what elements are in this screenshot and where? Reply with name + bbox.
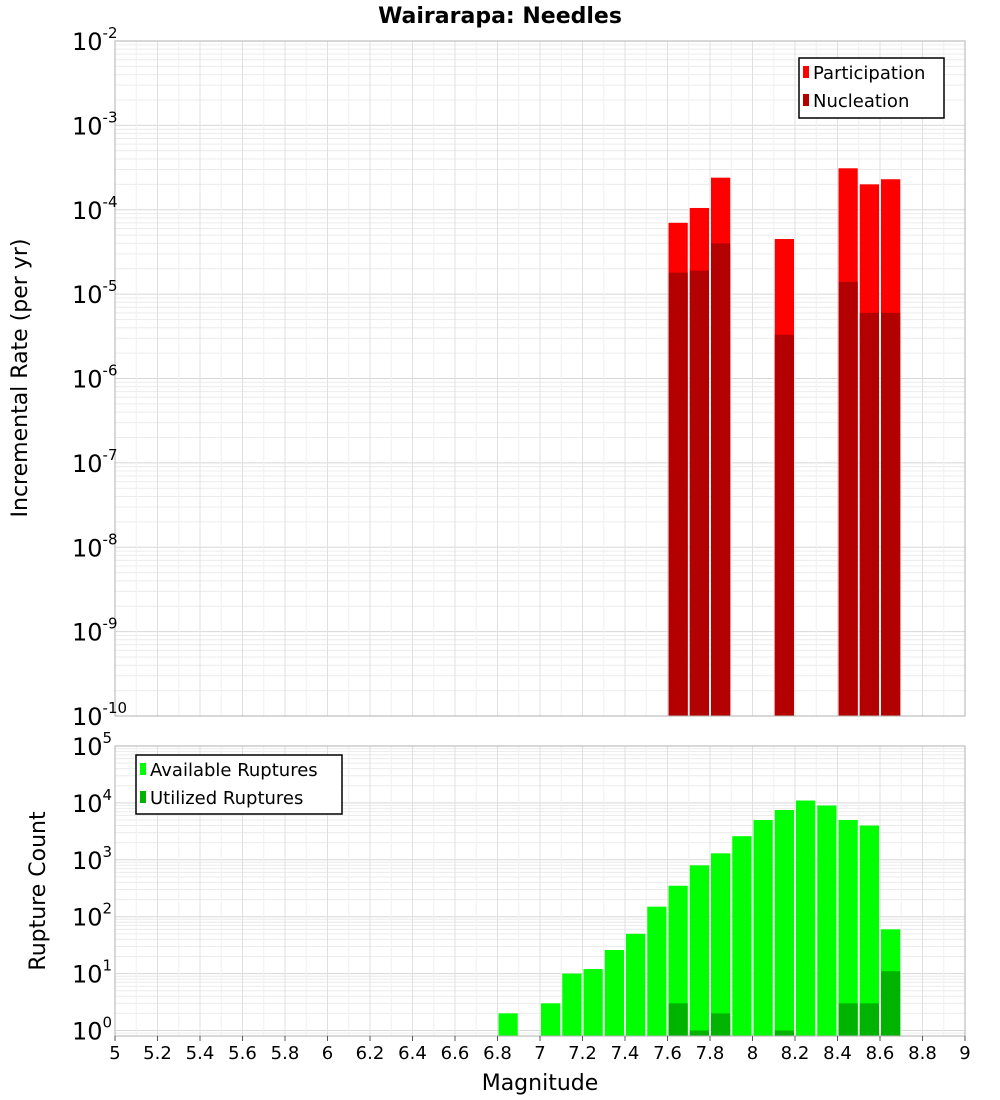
bar-primary	[668, 885, 688, 1036]
x-tick-label: 8.6	[866, 1043, 895, 1064]
top-bars	[668, 168, 901, 717]
y-tick-label: 10-5	[72, 277, 118, 309]
bar-primary	[562, 973, 582, 1036]
x-tick-label: 5.6	[228, 1043, 257, 1064]
bar-primary	[689, 865, 709, 1036]
x-tick-label: 7.2	[568, 1043, 597, 1064]
legend-swatch-available	[140, 763, 146, 775]
bottom-bars	[498, 800, 901, 1036]
bar-primary	[541, 1003, 561, 1036]
bar-secondary	[668, 272, 688, 716]
bar-primary	[774, 810, 794, 1036]
bar-secondary	[838, 1003, 858, 1036]
bottom-legend-box	[135, 754, 343, 815]
x-tick-label: 5.2	[143, 1043, 172, 1064]
x-tick-label: 6.2	[356, 1043, 385, 1064]
bar-secondary	[774, 334, 794, 716]
legend-swatch-nucleation	[803, 94, 809, 106]
bar-primary	[647, 906, 667, 1036]
legend-swatch-participation	[803, 66, 809, 78]
bar-primary	[498, 1013, 518, 1036]
x-tick-label: 6.6	[441, 1043, 470, 1064]
bar-secondary	[859, 312, 879, 716]
x-ticks: 5 5.2 5.4 5.6 5.8 6 6.2 6.4 6.6 6.8 7 7.2 7.4 7.6 7.8 8…	[109, 1036, 971, 1064]
bar-primary	[583, 969, 603, 1036]
bar-secondary	[711, 1013, 731, 1036]
bar-primary	[732, 836, 752, 1036]
x-tick-label: 7.8	[696, 1043, 725, 1064]
x-tick-label: 7.6	[653, 1043, 682, 1064]
bar-primary	[626, 933, 646, 1036]
y-tick-label: 102	[72, 900, 112, 932]
x-tick-label: 8.2	[781, 1043, 810, 1064]
top-legend-box	[798, 57, 945, 119]
bar-primary	[817, 805, 837, 1036]
x-tick-label: 6	[322, 1043, 333, 1064]
bottom-y-axis-label: Rupture Count	[26, 811, 51, 971]
bar-secondary	[881, 312, 901, 716]
bar-secondary	[711, 243, 731, 717]
x-tick-label: 7	[534, 1043, 545, 1064]
x-tick-label: 5	[109, 1043, 120, 1064]
bar-primary	[859, 825, 879, 1036]
bar-primary	[604, 949, 624, 1036]
bar-primary	[753, 820, 773, 1036]
chart-title: Wairarapa: Needles	[378, 4, 622, 29]
bar-secondary	[838, 281, 858, 716]
bar-secondary	[689, 270, 709, 716]
top-y-axis-label: Incremental Rate (per yr)	[8, 239, 33, 518]
bar-secondary	[668, 1003, 688, 1036]
bar-secondary	[859, 1003, 879, 1036]
x-axis-label: Magnitude	[482, 1071, 599, 1096]
x-tick-label: 9	[959, 1043, 970, 1064]
top-plot-frame	[114, 40, 966, 717]
legend-label-participation: Participation	[813, 63, 925, 84]
x-tick-label: 5.8	[271, 1043, 300, 1064]
legend-label-utilized: Utilized Ruptures	[150, 788, 303, 809]
bar-primary	[838, 820, 858, 1036]
legend-swatch-utilized	[140, 791, 146, 803]
x-tick-label: 8	[747, 1043, 758, 1064]
bar-secondary	[689, 1030, 709, 1036]
x-tick-label: 8.8	[908, 1043, 937, 1064]
bar-primary	[711, 853, 731, 1036]
bar-primary	[796, 800, 816, 1036]
legend-label-available: Available Ruptures	[150, 760, 318, 781]
x-tick-label: 6.8	[483, 1043, 512, 1064]
bar-secondary	[774, 1030, 794, 1036]
x-tick-label: 8.4	[823, 1043, 852, 1064]
x-tick-label: 5.4	[186, 1043, 215, 1064]
bottom-legend: Available Ruptures Utilized Ruptures	[135, 754, 343, 815]
top-legend: Participation Nucleation	[798, 57, 945, 119]
top-y-ticks: 10-210-310-410-510-610-710-810-910-10	[72, 24, 127, 731]
x-tick-label: 6.4	[398, 1043, 427, 1064]
bar-secondary	[881, 971, 901, 1036]
x-tick-label: 7.4	[611, 1043, 640, 1064]
top-grid	[114, 41, 966, 717]
legend-label-nucleation: Nucleation	[813, 91, 909, 112]
